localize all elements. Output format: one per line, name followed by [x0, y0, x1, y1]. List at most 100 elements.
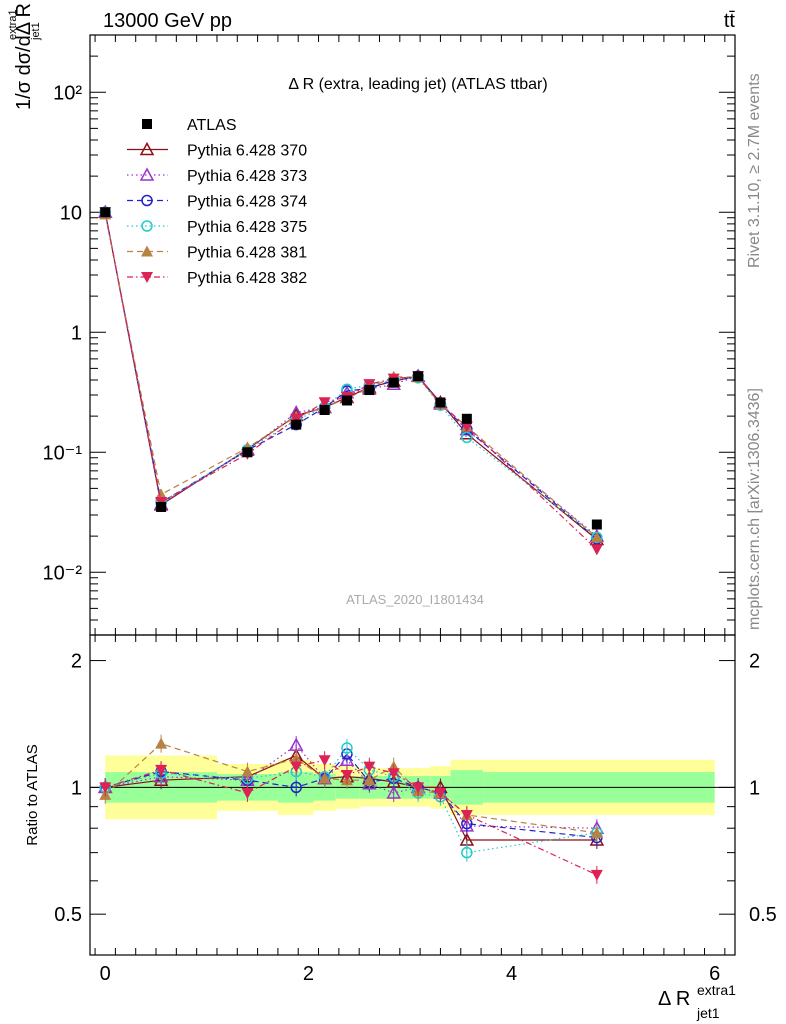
legend-marker-3: [141, 220, 153, 232]
series-point-ratio: [590, 869, 603, 881]
x-axis-label-sup: extra1: [697, 982, 736, 998]
series-point-ratio: [155, 737, 168, 749]
data-point: [341, 395, 352, 406]
data-point: [291, 419, 302, 430]
axes-and-ticks: 0 2 4 6 10⁻² 10⁻¹ 1 10 10² 0.5 0.5 1 1 2 2: [43, 34, 777, 985]
series-point-ratio: [241, 787, 254, 799]
data-point: [461, 413, 472, 424]
x-axis-label: Δ R extra1 jet1: [658, 982, 736, 1021]
x-tick-label: 6: [709, 963, 720, 985]
legend-label-3: Pythia 6.428 375: [187, 219, 307, 236]
series-point-ratio: [241, 765, 254, 777]
series-point-main: [590, 544, 603, 556]
data-point: [591, 519, 602, 530]
series-point-ratio: [340, 769, 353, 781]
series-point-ratio: [412, 782, 425, 794]
series-layer: [97, 204, 605, 884]
legend-label-0: Pythia 6.428 370: [187, 143, 307, 160]
y-tick-label: 10⁻¹: [43, 442, 83, 464]
y-tick-label: 10⁻²: [43, 562, 83, 584]
legend-marker-5: [141, 272, 153, 283]
series-point-main: [460, 421, 473, 433]
rivet-version-label: Rivet 3.1.10, ≥ 2.7M events: [746, 73, 763, 268]
header-left: 13000 GeV pp: [103, 10, 232, 32]
x-tick-label: 4: [506, 963, 517, 985]
legend: ATLAS Pythia 6.428 370 Pythia 6.428 373 Pyt…: [127, 117, 307, 287]
series-line-main: [104, 212, 598, 538]
series-4: [99, 208, 603, 842]
mcplots-label: mcplots.cern.ch [arXiv:1306.3436]: [746, 388, 763, 630]
series-point-main: [318, 397, 331, 409]
data-point: [364, 385, 375, 396]
chart-title: Δ R (extra, leading jet) (ATLAS ttbar): [288, 76, 547, 93]
series-point-main: [155, 488, 168, 500]
series-1: [97, 204, 605, 838]
series-line-main: [104, 212, 598, 537]
series-point-ratio: [318, 755, 331, 767]
y-tick-label: 1: [71, 322, 82, 344]
data-point: [413, 371, 424, 382]
series-point-ratio: [387, 768, 400, 780]
series-point-ratio: [339, 752, 355, 766]
series-point-ratio: [155, 764, 168, 776]
main-y-label: 1/σ dσ/dΔ R extra1 jet1: [7, 3, 42, 110]
analysis-label: ATLAS_2020_I1801434: [346, 592, 484, 607]
series-point-ratio: [363, 761, 376, 773]
legend-marker-data: [142, 119, 152, 129]
data-point: [319, 404, 330, 415]
data-point: [100, 207, 111, 218]
series-point-ratio: [461, 846, 473, 859]
series-line-main: [104, 214, 598, 538]
ratio-tick-label-right: 1: [749, 777, 760, 799]
x-tick-label: 0: [100, 963, 111, 985]
data-point: [388, 377, 399, 388]
legend-label-4: Pythia 6.428 381: [187, 245, 307, 262]
series-point-ratio: [290, 761, 303, 773]
x-axis-label-sub: jet1: [696, 1005, 720, 1021]
data-series: [100, 207, 602, 530]
ratio-tick-label-right: 0.5: [749, 904, 777, 926]
y-tick-label: 10²: [53, 82, 82, 104]
main-y-label-sub: jet1: [30, 22, 42, 41]
series-line-ratio: [104, 742, 597, 834]
data-point: [435, 397, 446, 408]
series-line-ratio: [105, 759, 598, 876]
series-point-ratio: [590, 826, 603, 838]
series-point-ratio: [341, 742, 353, 754]
data-point: [242, 447, 253, 458]
main-y-label-sup: extra1: [7, 9, 19, 40]
ratio-tick-label: 1: [71, 777, 82, 799]
series-point-ratio: [290, 781, 302, 794]
ratio-tick-label: 0.5: [54, 904, 82, 926]
legend-label-5: Pythia 6.428 382: [187, 270, 307, 287]
series-point-main: [363, 379, 376, 391]
ratio-y-label: Ratio to ATLAS: [24, 744, 41, 845]
series-point-main: [290, 413, 303, 425]
main-y-label-text: 1/σ dσ/dΔ R: [13, 3, 35, 110]
ratio-tick-label: 2: [71, 651, 82, 673]
series-point-ratio: [386, 785, 401, 799]
legend-label-2: Pythia 6.428 374: [187, 194, 307, 211]
ratio-frame: [89, 634, 736, 956]
x-axis-label-main: Δ R: [658, 988, 690, 1010]
header-right: tt̄: [724, 10, 736, 32]
ratio-tick-label-right: 2: [749, 651, 760, 673]
legend-marker-4: [141, 245, 153, 257]
data-point: [156, 501, 167, 512]
legend-label-data: ATLAS: [187, 117, 237, 134]
series-line-main: [104, 212, 598, 540]
series-point-ratio: [318, 772, 331, 784]
x-tick-label: 2: [303, 963, 314, 985]
legend-marker-0: [139, 141, 155, 156]
legend-marker-1: [139, 167, 155, 181]
series-point-ratio: [460, 809, 473, 821]
legend-label-1: Pythia 6.428 373: [187, 168, 307, 185]
y-tick-label: 10: [60, 202, 82, 224]
series-line-main: [104, 212, 598, 550]
series-point-ratio: [363, 774, 376, 786]
series-point-ratio: [99, 782, 112, 794]
legend-marker-2: [141, 194, 153, 207]
series-line-main: [104, 212, 598, 540]
series-point-main: [590, 531, 603, 543]
